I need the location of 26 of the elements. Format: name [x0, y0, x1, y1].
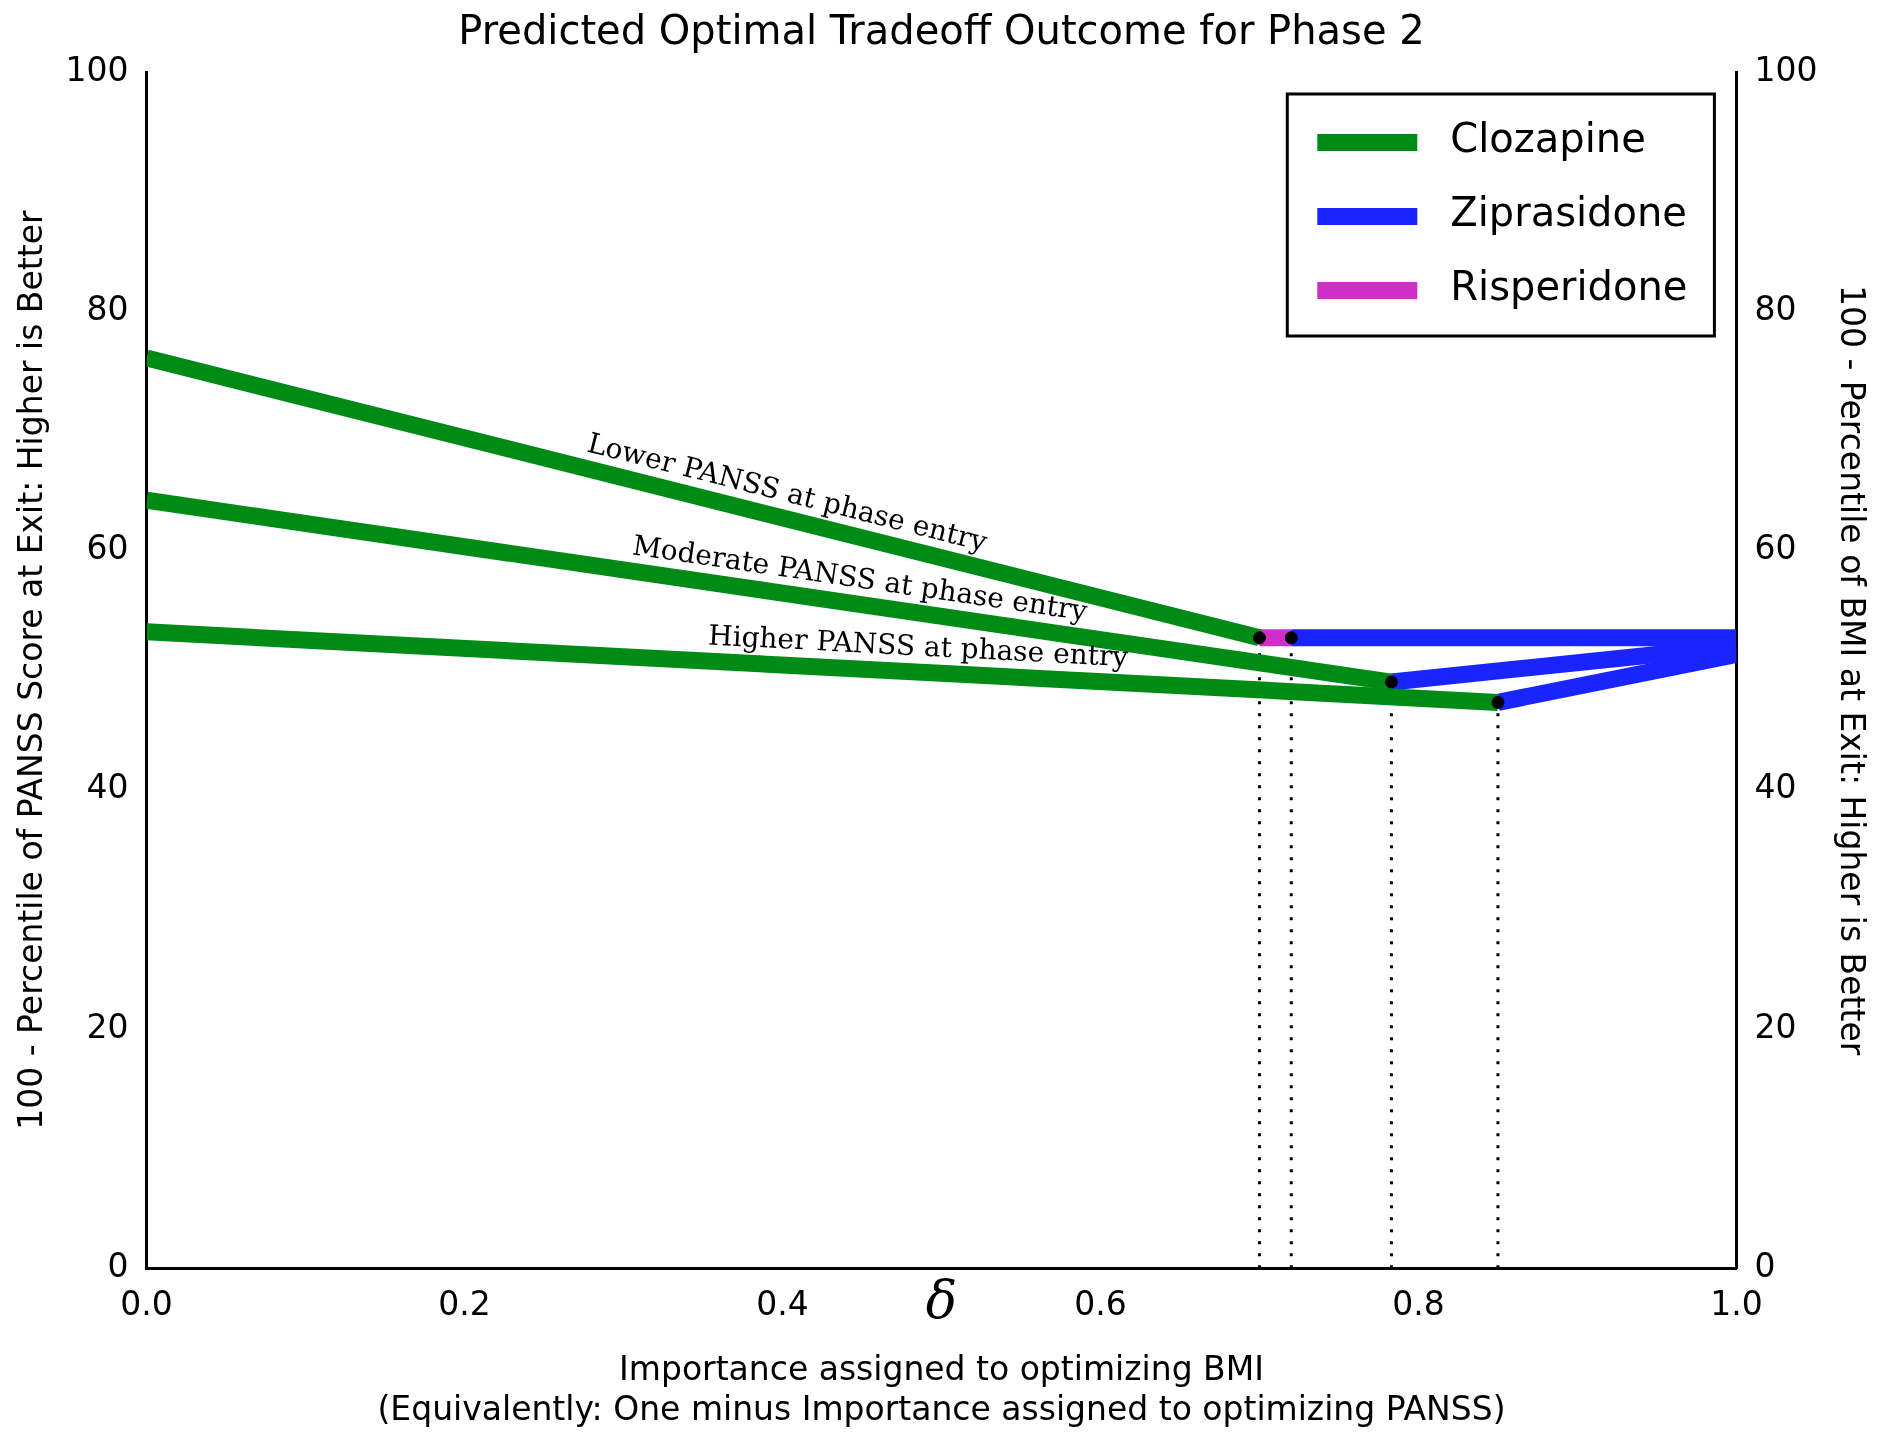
x-tick-label: 0.6 — [1074, 1283, 1127, 1323]
y-tick-label: 80 — [86, 288, 129, 328]
y2-axis-title: 100 - Percentile of BMI at Exit: Higher is Better — [1832, 284, 1872, 1056]
y-tick-label: 0 — [107, 1245, 129, 1285]
y-axis-title: 100 - Percentile of PANSS Score at Exit: Higher is Better — [11, 210, 51, 1130]
y2-tick-label: 80 — [1754, 288, 1797, 328]
x-tick-label: 1.0 — [1710, 1283, 1763, 1323]
y-tick-label: 20 — [86, 1006, 129, 1046]
chart-title: Predicted Optimal Tradeoff Outcome for Phase 2 — [458, 7, 1425, 54]
y2-tick-label: 60 — [1754, 528, 1797, 568]
y2-tick-label: 0 — [1754, 1245, 1776, 1285]
x-axis-title: Importance assigned to optimizing BMI (Equivalently: One minus Importance assigned to optimizing PANSS) — [377, 1349, 1506, 1428]
legend-label: Risperidone — [1450, 263, 1688, 310]
legend-label: Ziprasidone — [1450, 189, 1687, 236]
y2-tick-label: 40 — [1754, 767, 1797, 807]
y-tick-label: 40 — [86, 767, 129, 807]
text: δ — [925, 1269, 958, 1330]
x-tick-label: 0.8 — [1392, 1283, 1445, 1323]
x-tick-label: 0.2 — [438, 1283, 491, 1323]
y2-tick-label: 20 — [1754, 1006, 1797, 1046]
x-tick-label: 0.4 — [756, 1283, 809, 1323]
x-tick-label: 0.0 — [120, 1283, 173, 1323]
y-tick-label: 100 — [65, 49, 129, 89]
legend-label: Clozapine — [1450, 115, 1646, 162]
y2-tick-label: 100 — [1754, 49, 1818, 89]
y-tick-label: 60 — [86, 528, 129, 568]
